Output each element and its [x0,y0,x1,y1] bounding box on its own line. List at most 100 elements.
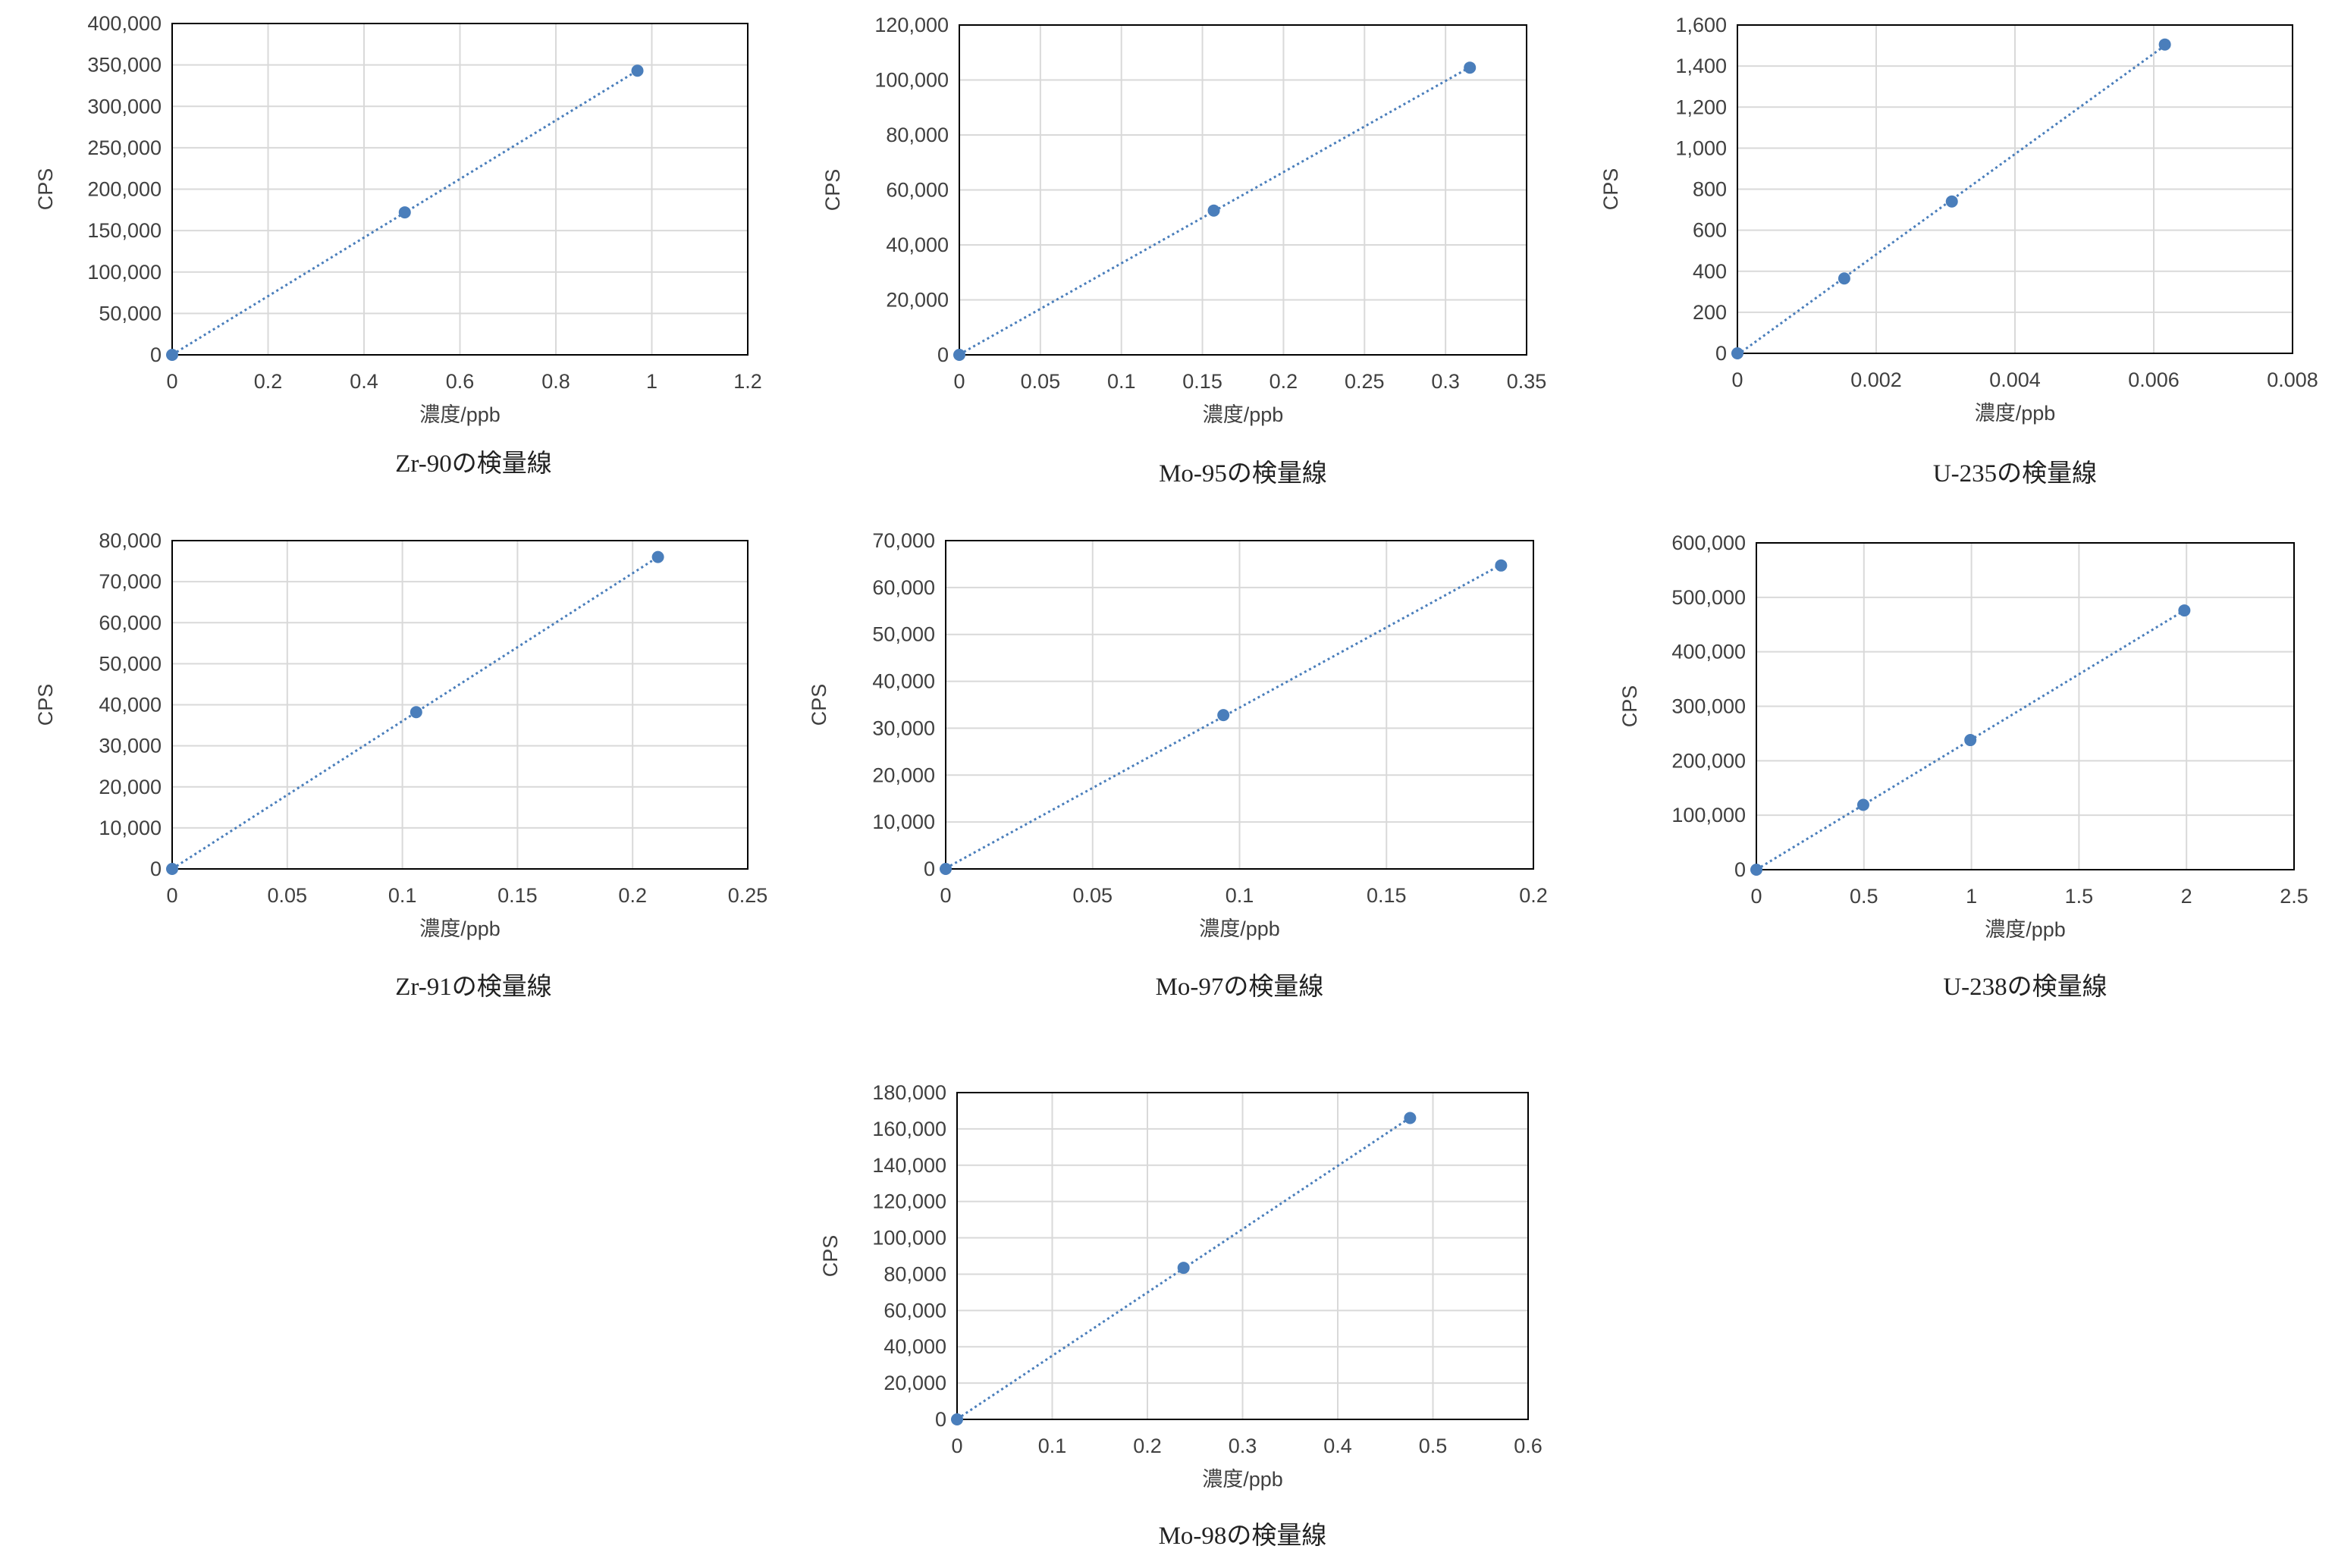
x-tick-label: 0.8 [541,370,570,393]
y-tick-label: 120,000 [872,1190,946,1213]
y-axis-title: CPS [34,168,57,211]
y-tick-label: 160,000 [872,1118,946,1140]
y-tick-label: 30,000 [872,717,935,739]
data-point [398,206,411,219]
x-tick-label: 0.1 [1107,370,1136,393]
x-tick-label: 0 [1750,885,1762,908]
y-tick-label: 300,000 [87,95,162,118]
plot-border [1756,542,2295,870]
chart-caption: Mo-95の検量線 [1159,459,1327,488]
y-tick-label: 100,000 [1671,804,1746,826]
data-point [1464,61,1477,74]
x-tick-label: 1.5 [2065,885,2094,908]
data-point [1750,864,1762,876]
y-tick-label: 20,000 [99,776,162,798]
x-axis-title: 濃度/ppb [1202,1468,1283,1491]
y-tick-label: 80,000 [886,124,949,146]
chart-caption: U-235の検量線 [1933,459,2097,488]
x-axis-title: 濃度/ppb [1985,918,2066,941]
y-tick-label: 80,000 [99,529,162,552]
chart-caption: Mo-98の検量線 [1159,1522,1327,1550]
data-point [2158,38,2171,51]
x-tick-label: 0.05 [1072,884,1113,907]
chart-2: 0 0.05 0.1 0.15 0.2 0.25 0.3 0.35 0 20,000 40,000 6… [821,14,1546,488]
x-tick-label: 0.4 [1323,1435,1352,1457]
plot-border [959,24,1527,356]
y-tick-label: 40,000 [886,234,949,256]
y-tick-label: 50,000 [99,302,162,325]
data-point [1495,559,1508,572]
data-point [1731,347,1743,359]
y-tick-label: 0 [150,858,162,880]
y-tick-label: 60,000 [872,576,935,599]
data-point [1838,272,1850,285]
x-tick-label: 0.05 [268,884,308,907]
x-tick-label: 2 [2181,885,2192,908]
y-tick-label: 400,000 [1671,641,1746,663]
x-axis-title: 濃度/ppb [1975,402,2056,425]
data-point [631,64,644,77]
x-axis-title: 濃度/ppb [419,403,501,426]
y-tick-label: 40,000 [872,670,935,693]
y-tick-label: 0 [150,343,162,366]
y-tick-label: 30,000 [99,735,162,757]
y-tick-label: 0 [1715,342,1727,365]
x-tick-label: 0.35 [1507,370,1547,393]
x-tick-label: 0.15 [1182,370,1222,393]
x-tick-label: 0.2 [1133,1435,1162,1457]
data-point [1964,734,1977,747]
x-tick-label: 1 [1966,885,1977,908]
y-tick-label: 100,000 [874,69,949,92]
plot-border [945,540,1534,870]
y-tick-label: 300,000 [1671,695,1746,718]
y-tick-label: 80,000 [883,1262,946,1285]
y-tick-label: 1,200 [1675,96,1727,118]
y-tick-label: 140,000 [872,1154,946,1177]
x-tick-label: 0.2 [254,370,283,393]
y-tick-label: 0 [935,1408,946,1431]
data-point [951,1413,963,1425]
y-tick-label: 60,000 [99,611,162,634]
y-tick-label: 40,000 [99,694,162,717]
x-tick-label: 0.1 [1038,1435,1067,1457]
y-tick-label: 100,000 [87,261,162,284]
chart-4: 0 0.05 0.1 0.15 0.2 0.25 0 10,000 20,000 30,000 40… [34,529,767,1001]
y-tick-label: 20,000 [886,289,949,312]
x-tick-label: 0.4 [350,370,378,393]
x-tick-label: 0.2 [1519,884,1548,907]
x-tick-label: 0.006 [2128,368,2180,391]
x-tick-label: 0.5 [1419,1435,1448,1457]
y-tick-label: 350,000 [87,54,162,77]
x-tick-label: 1 [646,370,658,393]
chart-caption: Zr-90の検量線 [395,450,551,478]
x-tick-label: 0.004 [1989,368,2041,391]
y-tick-label: 60,000 [883,1299,946,1322]
y-tick-label: 100,000 [872,1227,946,1250]
y-axis-title: CPS [1618,685,1641,728]
x-tick-label: 0.2 [618,884,647,907]
data-point [410,706,422,719]
chart-1: 0 0.2 0.4 0.6 0.8 1 1.2 0 50,000 100,000 150,000 20… [34,12,762,478]
x-tick-label: 0.25 [1345,370,1385,393]
x-tick-label: 0.05 [1021,370,1061,393]
data-point [2178,604,2191,617]
chart-5: 0 0.05 0.1 0.15 0.2 0 10,000 20,000 30,000 40,000… [808,529,1548,1001]
chart-caption: Mo-97の検量線 [1156,973,1324,1001]
y-tick-label: 200,000 [87,178,162,201]
plot-border [1737,24,2293,354]
x-tick-label: 0.008 [2267,368,2318,391]
x-tick-label: 0.3 [1431,370,1460,393]
y-tick-label: 1,000 [1675,136,1727,159]
y-axis-title: CPS [819,1235,842,1278]
chart-caption: U-238の検量線 [1943,973,2107,1001]
y-tick-label: 40,000 [883,1335,946,1358]
data-point [1404,1112,1417,1124]
data-point [166,349,178,361]
y-tick-label: 250,000 [87,136,162,159]
x-axis-title: 濃度/ppb [1199,917,1280,940]
data-point [1177,1262,1190,1275]
y-tick-label: 120,000 [874,14,949,36]
x-tick-label: 0.15 [497,884,538,907]
x-tick-label: 0 [940,884,951,907]
data-point [1945,195,1958,208]
